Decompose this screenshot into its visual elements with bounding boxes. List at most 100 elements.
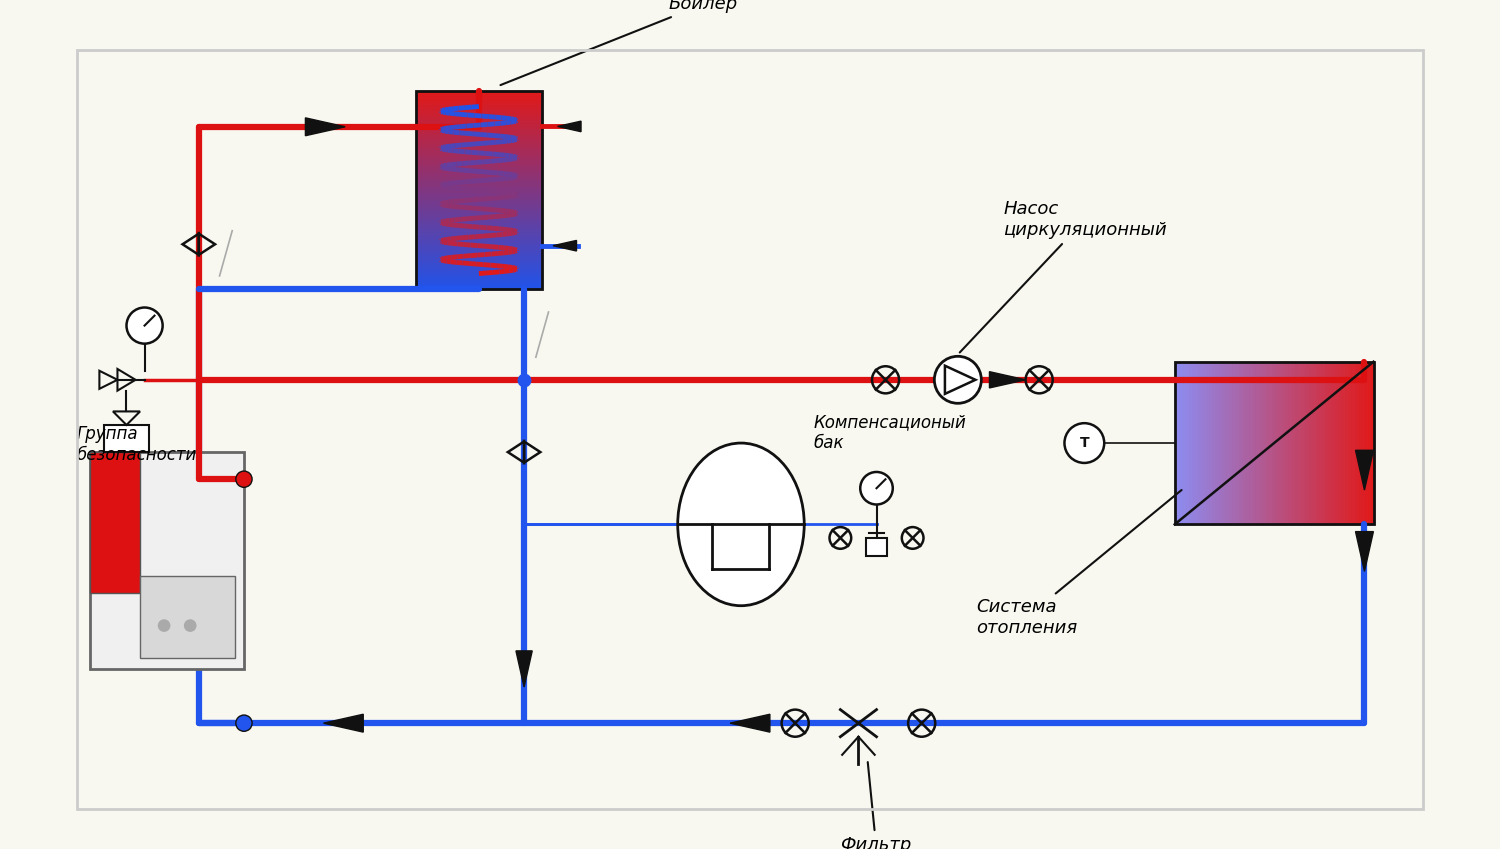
Bar <box>416 183 542 187</box>
Bar <box>416 233 542 236</box>
Circle shape <box>1065 423 1104 463</box>
Bar <box>416 177 542 180</box>
Bar <box>1347 362 1350 525</box>
Bar <box>416 160 542 164</box>
Bar <box>1334 362 1336 525</box>
Bar <box>416 200 542 203</box>
Bar <box>416 91 542 290</box>
Text: Фильтр: Фильтр <box>840 762 912 849</box>
Bar <box>416 246 542 250</box>
Bar <box>90 452 244 669</box>
Bar <box>1218 362 1221 525</box>
Bar <box>416 91 542 94</box>
Bar <box>416 273 542 276</box>
Bar <box>140 576 236 658</box>
Bar <box>1370 362 1374 525</box>
Bar <box>416 263 542 267</box>
Bar <box>416 236 542 239</box>
Bar <box>416 250 542 253</box>
Bar <box>1221 362 1224 525</box>
Polygon shape <box>516 651 532 687</box>
Bar <box>416 164 542 167</box>
Bar <box>416 256 542 260</box>
Bar <box>1366 362 1370 525</box>
Bar <box>416 107 542 110</box>
Bar <box>416 180 542 183</box>
Bar <box>1350 362 1353 525</box>
Bar <box>416 203 542 206</box>
Bar <box>1245 362 1248 525</box>
Bar <box>1174 362 1374 525</box>
Polygon shape <box>730 714 770 732</box>
Bar <box>1274 362 1278 525</box>
Bar <box>416 227 542 230</box>
Bar <box>416 94 542 98</box>
Bar <box>1298 362 1300 525</box>
Text: Система
отопления: Система отопления <box>976 490 1182 637</box>
Bar <box>1300 362 1304 525</box>
Bar <box>1270 362 1274 525</box>
Polygon shape <box>324 714 363 732</box>
Text: Компенсационый
бак: Компенсационый бак <box>813 413 966 452</box>
Bar <box>865 538 888 556</box>
Bar <box>1234 362 1238 525</box>
Bar <box>1314 362 1317 525</box>
Circle shape <box>934 357 981 403</box>
Bar <box>416 124 542 127</box>
Bar <box>416 170 542 173</box>
Bar <box>90 452 140 593</box>
Polygon shape <box>306 118 345 136</box>
Polygon shape <box>558 121 580 132</box>
Circle shape <box>126 307 162 344</box>
Bar <box>1294 362 1298 525</box>
Bar <box>416 286 542 290</box>
Circle shape <box>158 619 171 632</box>
Bar <box>416 117 542 121</box>
Bar <box>416 279 542 283</box>
Bar <box>1194 362 1198 525</box>
Bar <box>1344 362 1347 525</box>
Polygon shape <box>990 372 1026 388</box>
Bar <box>416 216 542 220</box>
Circle shape <box>236 715 252 731</box>
Polygon shape <box>554 240 576 251</box>
Bar <box>1191 362 1194 525</box>
Bar <box>104 425 148 452</box>
Bar <box>1182 362 1185 525</box>
Bar <box>1178 362 1182 525</box>
Bar <box>416 104 542 107</box>
Bar <box>416 253 542 256</box>
Bar <box>416 210 542 213</box>
Bar <box>416 260 542 263</box>
Bar <box>1264 362 1268 525</box>
Bar <box>416 213 542 216</box>
Bar <box>1227 362 1232 525</box>
Text: Группа
безопасности: Группа безопасности <box>76 425 197 464</box>
Bar <box>416 98 542 100</box>
Bar <box>1311 362 1314 525</box>
Bar <box>416 276 542 279</box>
Bar <box>1360 362 1364 525</box>
Bar <box>1232 362 1234 525</box>
Circle shape <box>184 619 196 632</box>
Bar <box>416 131 542 133</box>
Bar <box>1204 362 1208 525</box>
Bar <box>1290 362 1294 525</box>
Bar <box>1364 362 1366 525</box>
Circle shape <box>859 472 892 504</box>
Bar <box>1188 362 1191 525</box>
Bar <box>416 150 542 154</box>
Bar <box>416 206 542 210</box>
Bar <box>1208 362 1210 525</box>
Bar <box>416 137 542 140</box>
Bar <box>416 190 542 194</box>
Bar <box>1215 362 1218 525</box>
Bar <box>1336 362 1341 525</box>
Bar <box>1202 362 1204 525</box>
Bar <box>416 140 542 143</box>
Bar <box>416 100 542 104</box>
Ellipse shape <box>678 443 804 605</box>
Bar <box>416 167 542 170</box>
Bar <box>1224 362 1227 525</box>
Bar <box>1185 362 1188 525</box>
